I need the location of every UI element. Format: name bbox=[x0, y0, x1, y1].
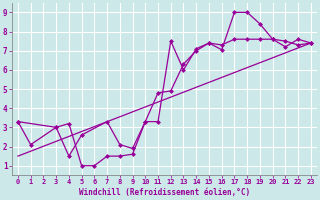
X-axis label: Windchill (Refroidissement éolien,°C): Windchill (Refroidissement éolien,°C) bbox=[79, 188, 250, 197]
